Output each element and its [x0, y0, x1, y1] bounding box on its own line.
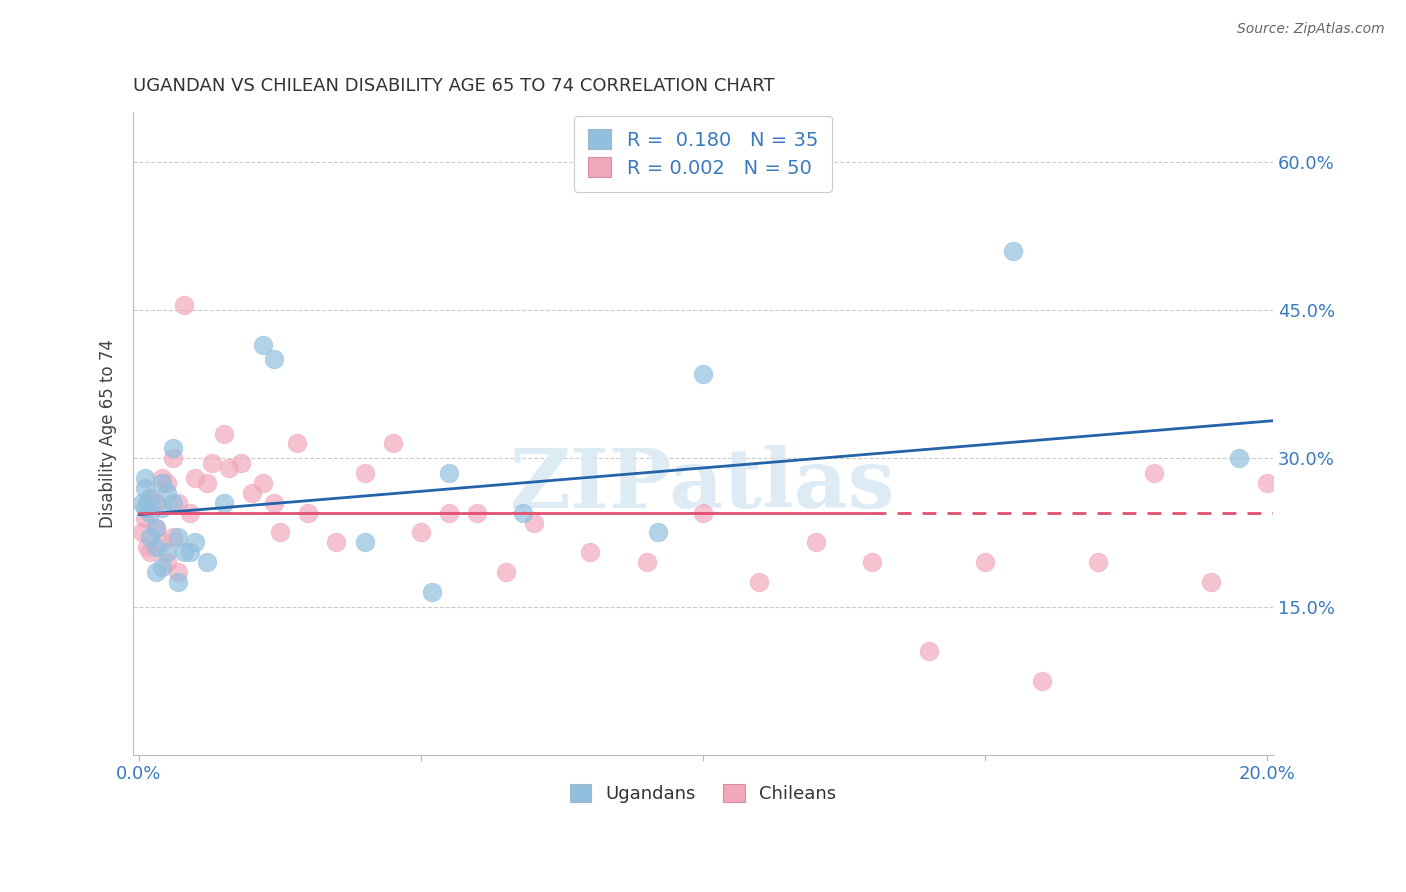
Point: [134, 471, 156, 485]
Point: [162, 442, 184, 456]
Point: [145, 565, 167, 579]
Point: [439, 506, 461, 520]
Point: [420, 584, 443, 599]
Point: [145, 520, 167, 534]
Point: [179, 545, 201, 559]
Point: [150, 560, 173, 574]
Point: [139, 506, 162, 520]
Point: [1256, 476, 1278, 491]
Point: [134, 500, 156, 515]
Point: [439, 466, 461, 480]
Point: [381, 436, 404, 450]
Point: [285, 436, 308, 450]
Point: [195, 555, 218, 569]
Point: [150, 471, 173, 485]
Point: [860, 555, 883, 569]
Point: [636, 555, 658, 569]
Text: ZIPatlas: ZIPatlas: [510, 445, 896, 525]
Point: [579, 545, 602, 559]
Point: [229, 456, 252, 470]
Point: [1002, 244, 1025, 258]
Point: [145, 496, 167, 510]
Point: [145, 541, 167, 555]
Point: [139, 491, 162, 505]
Point: [1031, 673, 1053, 688]
Point: [692, 506, 714, 520]
Point: [495, 565, 517, 579]
Point: [252, 476, 274, 491]
Point: [918, 644, 941, 658]
Point: [195, 476, 218, 491]
Text: Source: ZipAtlas.com: Source: ZipAtlas.com: [1237, 22, 1385, 37]
Point: [131, 525, 153, 540]
Y-axis label: Disability Age 65 to 74: Disability Age 65 to 74: [100, 339, 117, 528]
Point: [162, 451, 184, 466]
Point: [156, 476, 179, 491]
Point: [167, 565, 190, 579]
Point: [145, 520, 167, 534]
Point: [162, 496, 184, 510]
Point: [353, 535, 375, 549]
Point: [269, 525, 291, 540]
Point: [1227, 451, 1250, 466]
Point: [156, 545, 179, 559]
Point: [409, 525, 432, 540]
Point: [252, 337, 274, 351]
Point: [179, 506, 201, 520]
Point: [156, 555, 179, 569]
Text: UGANDAN VS CHILEAN DISABILITY AGE 65 TO 74 CORRELATION CHART: UGANDAN VS CHILEAN DISABILITY AGE 65 TO …: [134, 78, 775, 95]
Point: [134, 481, 156, 495]
Point: [325, 535, 347, 549]
Point: [131, 496, 153, 510]
Point: [263, 352, 285, 367]
Point: [167, 496, 190, 510]
Point: [150, 500, 173, 515]
Point: [184, 535, 207, 549]
Point: [974, 555, 997, 569]
Point: [173, 545, 195, 559]
Point: [523, 516, 546, 530]
Point: [692, 368, 714, 382]
Point: [1143, 466, 1166, 480]
Point: [240, 486, 263, 500]
Point: [167, 530, 190, 544]
Point: [263, 496, 285, 510]
Point: [156, 486, 179, 500]
Point: [173, 298, 195, 312]
Point: [1087, 555, 1109, 569]
Point: [353, 466, 375, 480]
Point: [150, 535, 173, 549]
Point: [162, 530, 184, 544]
Point: [134, 510, 156, 524]
Point: [218, 461, 240, 475]
Point: [201, 456, 224, 470]
Point: [139, 545, 162, 559]
Point: [297, 506, 319, 520]
Point: [139, 530, 162, 544]
Point: [167, 574, 190, 589]
Point: [150, 476, 173, 491]
Point: [1199, 574, 1222, 589]
Point: [139, 491, 162, 505]
Point: [212, 496, 235, 510]
Point: [748, 574, 770, 589]
Point: [136, 496, 159, 510]
Point: [512, 506, 534, 520]
Legend: Ugandans, Chileans: Ugandans, Chileans: [562, 776, 844, 810]
Point: [184, 471, 207, 485]
Point: [467, 506, 489, 520]
Point: [647, 525, 669, 540]
Point: [136, 541, 159, 555]
Point: [212, 426, 235, 441]
Point: [804, 535, 827, 549]
